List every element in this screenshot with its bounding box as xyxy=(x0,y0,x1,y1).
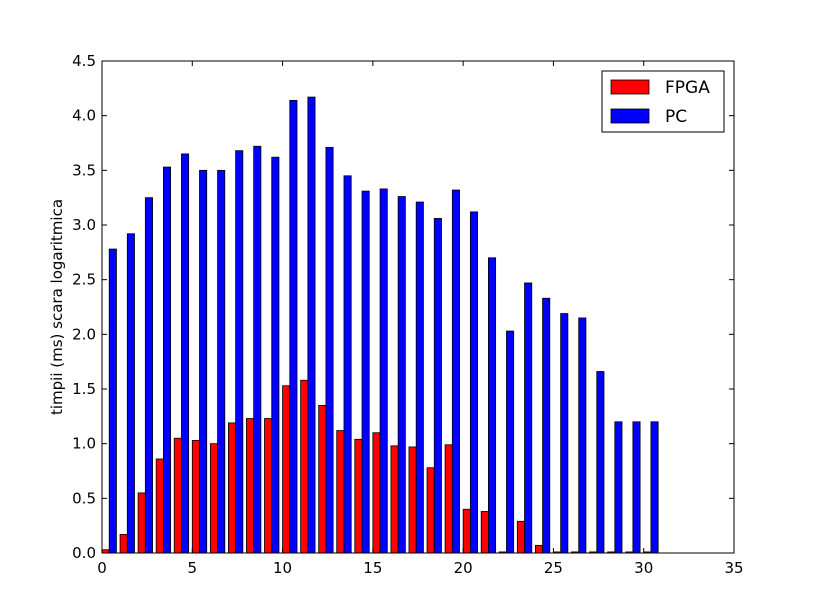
bar-pc-1 xyxy=(126,233,135,554)
bar-pc-12 xyxy=(325,146,334,554)
x-tick-label: 5 xyxy=(188,559,198,577)
bar-pc-30 xyxy=(650,421,659,554)
bar-fpga-14 xyxy=(354,438,363,554)
x-tick-label: 20 xyxy=(454,559,473,577)
bar-pc-27 xyxy=(596,371,605,554)
bar-fpga-19 xyxy=(444,444,453,554)
y-tick-label: 3.0 xyxy=(72,216,96,234)
bar-fpga-7 xyxy=(227,422,237,554)
bar-pc-6 xyxy=(217,169,226,554)
y-tick-label: 1.0 xyxy=(72,435,96,453)
bar-pc-9 xyxy=(271,156,280,554)
y-axis: 0.0 0.5 1.0 1.5 2.0 2.5 3.0 3.5 4.0 4.5 xyxy=(72,52,734,562)
y-tick-label: 0.0 xyxy=(72,544,96,562)
bar-pc-18 xyxy=(433,218,442,554)
bar-pc-11 xyxy=(307,96,316,554)
bar-pc-23 xyxy=(524,282,533,554)
bar-pc-15 xyxy=(379,188,388,554)
bar-fpga-13 xyxy=(336,430,345,554)
bar-pc-17 xyxy=(415,201,424,554)
x-tick-label: 25 xyxy=(544,559,563,577)
bar-pc-28 xyxy=(614,421,623,554)
bar-fpga-23 xyxy=(516,520,525,554)
bar-pc-4 xyxy=(181,153,190,554)
bar-fpga-9 xyxy=(264,418,273,554)
bar-fpga-24 xyxy=(534,544,543,554)
y-tick-label: 0.5 xyxy=(72,489,96,507)
y-tick-label: 4.5 xyxy=(72,52,96,70)
bar-pc-2 xyxy=(144,197,153,554)
bar-fpga-21 xyxy=(480,511,489,554)
plot-frame xyxy=(101,60,735,554)
bar-pc-0 xyxy=(108,248,117,554)
bar-fpga-12 xyxy=(318,404,327,554)
bar-fpga-16 xyxy=(390,445,399,554)
bar-pc-20 xyxy=(469,211,478,554)
bar-pc-19 xyxy=(451,189,460,554)
bar-fpga-1 xyxy=(119,534,128,554)
bar-fpga-15 xyxy=(372,432,381,554)
legend-label-pc: PC xyxy=(665,107,687,127)
pc-bars xyxy=(108,96,659,554)
y-tick-label: 2.0 xyxy=(72,325,96,343)
bar-fpga-2 xyxy=(137,492,146,554)
bar-fpga-8 xyxy=(246,418,255,554)
legend: FPGA PC xyxy=(601,70,725,133)
legend-swatch-fpga xyxy=(610,79,650,95)
x-tick-label: 30 xyxy=(634,559,653,577)
bar-fpga-17 xyxy=(408,446,417,554)
y-tick-label: 4.0 xyxy=(72,107,96,125)
x-tick-label: 15 xyxy=(363,559,382,577)
bar-pc-26 xyxy=(578,317,587,554)
legend-label-fpga: FPGA xyxy=(665,78,710,98)
bar-pc-25 xyxy=(560,313,569,554)
bar-fpga-20 xyxy=(462,508,471,554)
x-axis: 0 5 10 15 20 25 30 35 xyxy=(97,61,744,577)
x-tick-label: 0 xyxy=(97,559,107,577)
bar-fpga-3 xyxy=(155,458,164,554)
y-tick-label: 1.5 xyxy=(72,380,96,398)
bar-pc-24 xyxy=(542,297,551,554)
x-tick-label: 10 xyxy=(273,559,292,577)
bar-fpga-11 xyxy=(300,379,309,554)
bar-pc-3 xyxy=(162,166,172,554)
bar-fpga-10 xyxy=(282,385,291,554)
bar-fpga-6 xyxy=(209,443,218,554)
bar-pc-13 xyxy=(343,175,352,554)
y-tick-label: 3.5 xyxy=(72,161,96,179)
bar-pc-5 xyxy=(199,169,208,554)
bar-pc-8 xyxy=(253,145,262,554)
legend-swatch-pc xyxy=(610,108,650,124)
bar-pc-22 xyxy=(506,330,515,554)
y-tick-label: 2.5 xyxy=(72,271,96,289)
bar-fpga-5 xyxy=(191,439,200,554)
x-tick-label: 35 xyxy=(724,559,743,577)
y-axis-label: timpii (ms) scara logaritmica xyxy=(48,199,66,415)
bar-pc-21 xyxy=(488,257,497,554)
bar-pc-16 xyxy=(397,196,406,554)
bar-pc-29 xyxy=(632,421,641,554)
bar-fpga-4 xyxy=(173,437,182,554)
bar-pc-7 xyxy=(235,150,244,554)
bar-fpga-18 xyxy=(426,467,435,554)
bar-pc-14 xyxy=(361,190,370,554)
bar-pc-10 xyxy=(289,99,298,554)
